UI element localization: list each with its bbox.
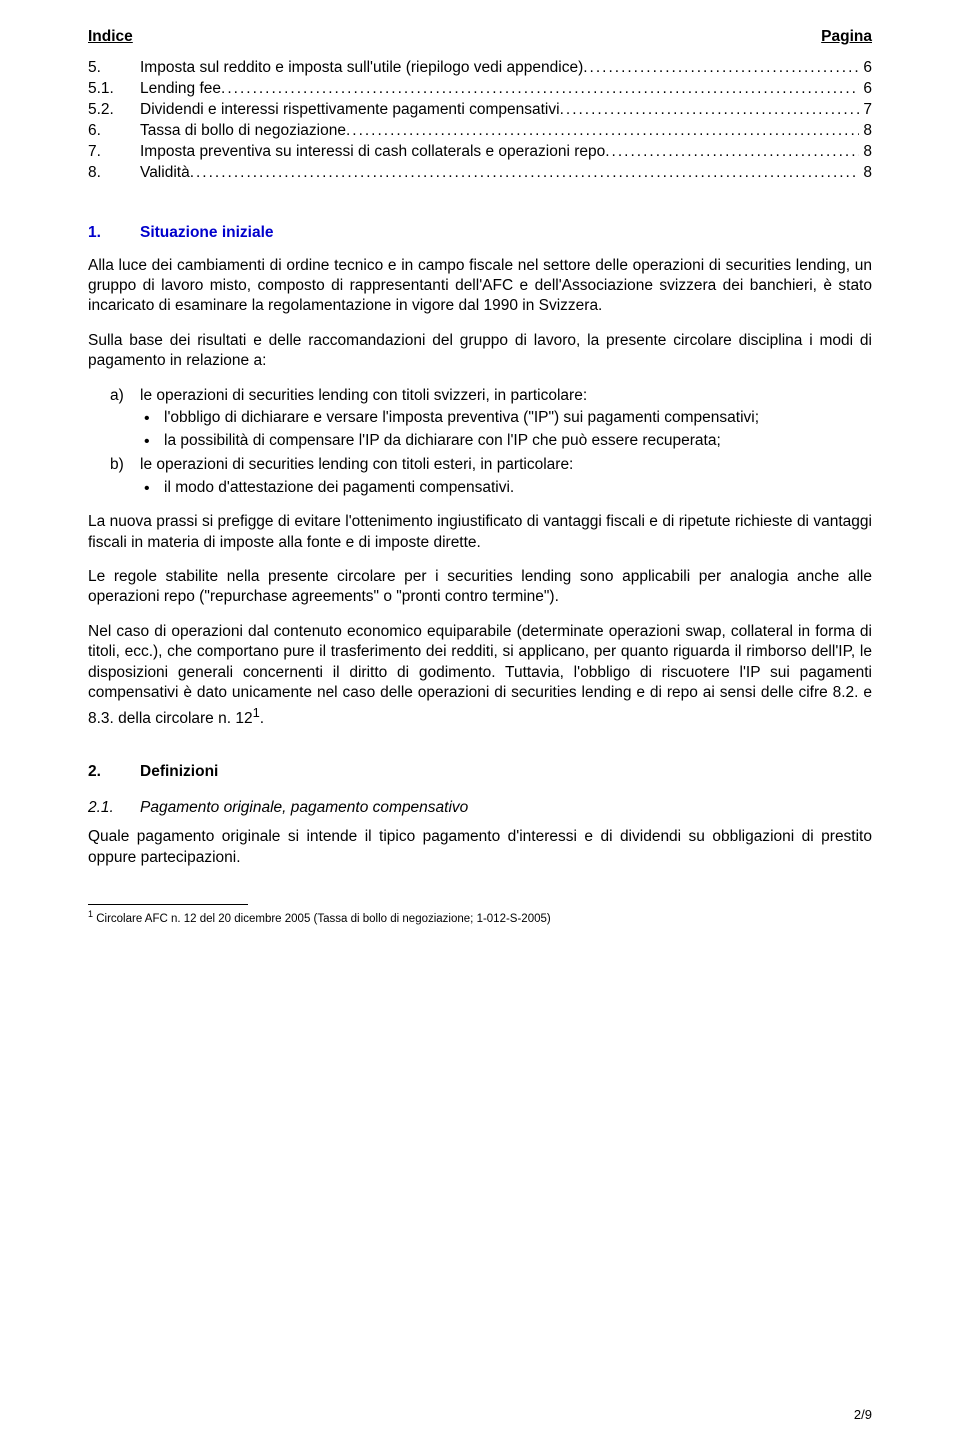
footnote-rule: [88, 904, 248, 905]
toc-header-left: Indice: [88, 28, 133, 46]
toc-row-label: Tassa di bollo di negoziazione: [140, 121, 346, 142]
section-2-heading: 2.Definizioni: [88, 763, 872, 781]
toc-row: 6.Tassa di bollo di negoziazione 8: [88, 121, 872, 142]
section-1-heading: 1.Situazione iniziale: [88, 224, 872, 242]
footnote: 1 Circolare AFC n. 12 del 20 dicembre 20…: [88, 909, 872, 927]
section-2-p1: Quale pagamento originale si intende il …: [88, 827, 872, 868]
toc-row-dots: [221, 79, 859, 100]
toc-row-num: 6.: [88, 121, 140, 142]
toc-row-label-wrap: Imposta preventiva su interessi di cash …: [140, 142, 872, 163]
section-1-p5-text: Nel caso di operazioni dal contenuto eco…: [88, 623, 872, 727]
toc-row: 7.Imposta preventiva su interessi di cas…: [88, 142, 872, 163]
toc-row-label-wrap: Validità 8: [140, 163, 872, 184]
section-1-p4: Le regole stabilite nella presente circo…: [88, 567, 872, 608]
section-1-p3: La nuova prassi si prefigge di evitare l…: [88, 512, 872, 553]
toc-row-page: 6: [859, 58, 872, 79]
section-1-title: Situazione iniziale: [140, 224, 274, 241]
toc-row-page: 8: [859, 163, 872, 184]
section-1-p5: Nel caso di operazioni dal contenuto eco…: [88, 622, 872, 729]
toc-row-num: 8.: [88, 163, 140, 184]
section-2-sub-num: 2.1.: [88, 799, 140, 817]
section-2-num: 2.: [88, 763, 140, 781]
toc-row-page: 6: [859, 79, 872, 100]
toc-row-page: 8: [859, 142, 872, 163]
toc-list: 5.Imposta sul reddito e imposta sull'uti…: [88, 58, 872, 184]
page: Indice Pagina 5.Imposta sul reddito e im…: [0, 0, 960, 1436]
toc-row: 5.2.Dividendi e interessi rispettivament…: [88, 100, 872, 121]
toc-row-num: 5.2.: [88, 100, 140, 121]
toc-row-label: Lending fee: [140, 79, 221, 100]
list-item-b: b) le operazioni di securities lending c…: [88, 455, 872, 498]
toc-row-label-wrap: Tassa di bollo di negoziazione 8: [140, 121, 872, 142]
section-2-sub-title: Pagamento originale, pagamento compensat…: [140, 799, 468, 816]
toc-row-dots: [583, 58, 859, 79]
section-1-p1: Alla luce dei cambiamenti di ordine tecn…: [88, 256, 872, 317]
section-2-title: Definizioni: [140, 763, 218, 780]
list-item-a: a) le operazioni di securities lending c…: [88, 386, 872, 451]
toc-row-label-wrap: Imposta sul reddito e imposta sull'utile…: [140, 58, 872, 79]
toc-row-dots: [605, 142, 859, 163]
toc-row-num: 7.: [88, 142, 140, 163]
toc-row-num: 5.1.: [88, 79, 140, 100]
footnote-text: Circolare AFC n. 12 del 20 dicembre 2005…: [93, 913, 551, 925]
section-2-subheading: 2.1.Pagamento originale, pagamento compe…: [88, 799, 872, 817]
toc-row-dots: [190, 163, 860, 184]
list-a-text: le operazioni di securities lending con …: [140, 387, 587, 404]
list-a-bullet-1: l'obbligo di dichiarare e versare l'impo…: [140, 408, 872, 428]
toc-row: 8.Validità 8: [88, 163, 872, 184]
list-marker-a: a): [110, 386, 124, 406]
section-1-num: 1.: [88, 224, 140, 242]
list-b-text: le operazioni di securities lending con …: [140, 456, 573, 473]
page-number: 2/9: [854, 1407, 872, 1422]
section-1-p5-tail: .: [260, 710, 264, 727]
toc-row-dots: [560, 100, 860, 121]
list-a-bullets: l'obbligo di dichiarare e versare l'impo…: [140, 408, 872, 451]
toc-row-label: Imposta sul reddito e imposta sull'utile…: [140, 58, 583, 79]
list-marker-b: b): [110, 455, 124, 475]
toc-row-label-wrap: Lending fee 6: [140, 79, 872, 100]
list-a-bullet-2: la possibilità di compensare l'IP da dic…: [140, 431, 872, 451]
toc-row-label: Imposta preventiva su interessi di cash …: [140, 142, 605, 163]
toc-header: Indice Pagina: [88, 28, 872, 46]
toc-row-dots: [346, 121, 859, 142]
toc-row-label-wrap: Dividendi e interessi rispettivamente pa…: [140, 100, 872, 121]
list-b-bullets: il modo d'attestazione dei pagamenti com…: [140, 478, 872, 498]
toc-header-right: Pagina: [821, 28, 872, 46]
section-1-p2: Sulla base dei risultati e delle raccoma…: [88, 331, 872, 372]
toc-row-page: 8: [859, 121, 872, 142]
section-1-p5-sup: 1: [253, 705, 260, 720]
section-1-list: a) le operazioni di securities lending c…: [88, 386, 872, 498]
toc-row-label: Validità: [140, 163, 190, 184]
toc-row: 5.Imposta sul reddito e imposta sull'uti…: [88, 58, 872, 79]
list-b-bullet-1: il modo d'attestazione dei pagamenti com…: [140, 478, 872, 498]
toc-row-num: 5.: [88, 58, 140, 79]
toc-row-page: 7: [859, 100, 872, 121]
toc-row-label: Dividendi e interessi rispettivamente pa…: [140, 100, 560, 121]
toc-row: 5.1.Lending fee 6: [88, 79, 872, 100]
